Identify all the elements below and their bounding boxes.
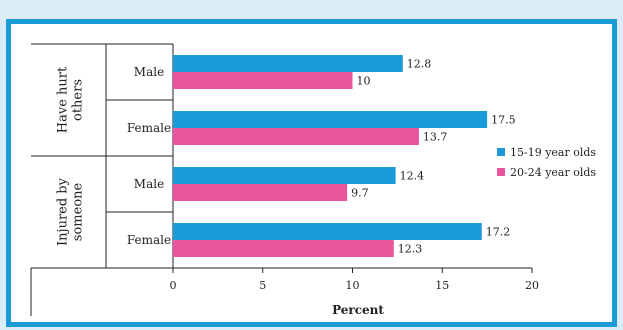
data-label: 9.7 bbox=[351, 187, 369, 200]
bar-chart: 0 5 10 15 20 Male Female Male Female Have hurtot… bbox=[30, 43, 596, 317]
x-tick-label: 15 bbox=[435, 279, 449, 292]
data-label: 12.3 bbox=[398, 243, 423, 256]
data-label: 17.2 bbox=[486, 226, 511, 239]
category-label: Female bbox=[127, 233, 171, 247]
bar bbox=[173, 223, 482, 240]
bar bbox=[173, 167, 396, 184]
bar bbox=[173, 128, 419, 145]
x-tick-label: 10 bbox=[346, 279, 360, 292]
legend-label: 15-19 year olds bbox=[510, 146, 596, 159]
x-axis-label: Percent bbox=[332, 303, 384, 317]
chart-frame: 0 5 10 15 20 Male Female Male Female Have hurtot… bbox=[6, 19, 617, 327]
bar bbox=[173, 240, 394, 257]
x-tick-label: 5 bbox=[259, 279, 266, 292]
data-label: 12.8 bbox=[407, 58, 432, 71]
data-label: 10 bbox=[357, 75, 371, 88]
category-labels: Male Female Male Female Have hurtothers Injur… bbox=[55, 65, 171, 247]
category-label: Female bbox=[127, 121, 171, 135]
legend-label: 20-24 year olds bbox=[510, 166, 596, 179]
bar bbox=[173, 111, 488, 128]
bar bbox=[173, 72, 353, 89]
category-label: Male bbox=[134, 65, 164, 79]
chart-panel: 0 5 10 15 20 Male Female Male Female Have hurtot… bbox=[11, 24, 612, 322]
data-label: 13.7 bbox=[423, 131, 448, 144]
chart-bars: 12.8 17.5 12.4 17.2 10 13.7 9.7 12.3 bbox=[173, 55, 516, 257]
x-tick-label: 20 bbox=[525, 279, 539, 292]
chart-legend: 15-19 year olds 20-24 year olds bbox=[497, 146, 596, 179]
legend-swatch bbox=[497, 148, 505, 156]
data-label: 12.4 bbox=[400, 170, 425, 183]
bar bbox=[173, 55, 403, 72]
x-tick-label: 0 bbox=[170, 279, 177, 292]
legend-swatch bbox=[497, 168, 505, 176]
data-label: 17.5 bbox=[491, 114, 516, 127]
group-label: Have hurtothers bbox=[55, 66, 85, 133]
group-label: Injured bysomeone bbox=[55, 177, 85, 246]
category-label: Male bbox=[134, 177, 164, 191]
chart-axes: 0 5 10 15 20 bbox=[30, 43, 539, 316]
bar bbox=[173, 184, 348, 201]
